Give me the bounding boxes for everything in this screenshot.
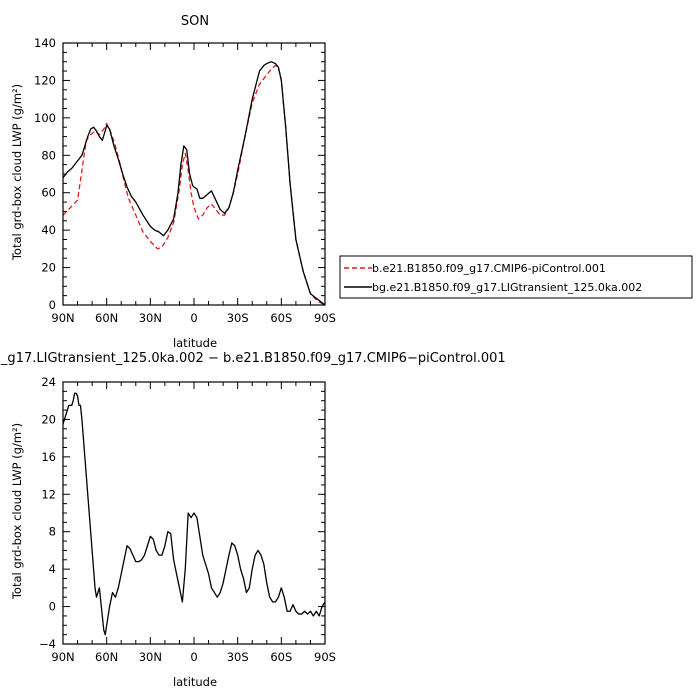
bottom-x-tick-label: 0 — [190, 650, 197, 664]
bottom-x-tick-label: 60S — [270, 650, 292, 664]
top-y-tick-label: 100 — [34, 111, 56, 125]
legend-box — [339, 255, 693, 299]
top-x-tick-label: 0 — [190, 311, 197, 325]
bottom-y-tick-label: 8 — [49, 525, 56, 539]
bottom-plot-title: bg.e21.B1850.f09_g17.LIGtransient_125.0k… — [0, 351, 506, 366]
top-x-axis-title: latitude — [173, 336, 217, 350]
bottom-x-tick-label: 90S — [314, 650, 336, 664]
top-x-tick-label: 60N — [95, 311, 118, 325]
bottom-y-tick-label: 24 — [41, 375, 56, 389]
bottom-x-tick-label: 60N — [95, 650, 118, 664]
top-y-tick-labels: 0 20 40 60 80 100 120 140 — [34, 36, 56, 312]
top-plot-frame — [62, 42, 326, 306]
bottom-y-axis-title: Total grd-box cloud LWP (g/m²) — [10, 423, 24, 600]
top-x-tick-label: 60S — [270, 311, 292, 325]
bottom-y-tick-labels: −4 0 4 8 12 16 20 24 — [39, 375, 56, 651]
legend-label-transient: bg.e21.B1850.f09_g17.LIGtransient_125.0k… — [372, 281, 642, 294]
top-x-tick-label: 30N — [139, 311, 162, 325]
bottom-x-tick-label: 90N — [51, 650, 74, 664]
top-x-tick-label: 90N — [51, 311, 74, 325]
top-tick-marks — [62, 42, 326, 306]
top-x-tick-label: 90S — [314, 311, 336, 325]
top-y-tick-label: 120 — [34, 73, 56, 87]
bottom-x-tick-labels: 90N 60N 30N 0 30S 60S 90S — [51, 650, 336, 664]
bottom-x-tick-label: 30N — [139, 650, 162, 664]
bottom-x-tick-label: 30S — [227, 650, 249, 664]
bottom-plot-frame — [62, 381, 326, 645]
bottom-panel: bg.e21.B1850.f09_g17.LIGtransient_125.0k… — [0, 351, 506, 689]
top-y-tick-label: 0 — [49, 298, 56, 312]
bottom-y-tick-label: 0 — [49, 600, 56, 614]
top-y-tick-label: 60 — [41, 186, 56, 200]
bottom-y-tick-label: 12 — [41, 487, 56, 501]
top-y-tick-label: 80 — [41, 148, 56, 162]
bottom-series-line-1 — [63, 392, 325, 636]
bottom-y-tick-label: 20 — [41, 412, 56, 426]
top-x-tick-labels: 90N 60N 30N 0 30S 60S 90S — [51, 311, 336, 325]
top-series-lines — [63, 61, 325, 305]
top-y-tick-label: 40 — [41, 223, 56, 237]
top-y-tick-label: 20 — [41, 261, 56, 275]
bottom-y-tick-label: 16 — [41, 450, 56, 464]
bottom-y-tick-label: −4 — [39, 637, 56, 651]
top-panel: SON Total grd-box cloud LWP (g/m²) latit… — [10, 14, 336, 350]
bottom-x-axis-title: latitude — [173, 675, 217, 689]
top-x-tick-label: 30S — [227, 311, 249, 325]
top-y-tick-label: 140 — [34, 36, 56, 50]
bottom-series-lines — [63, 392, 325, 636]
top-y-axis-title: Total grd-box cloud LWP (g/m²) — [10, 84, 24, 261]
legend: b.e21.B1850.f09_g17.CMIP6-piControl.001 … — [339, 255, 693, 299]
top-series-line-1 — [63, 64, 325, 305]
bottom-y-tick-label: 4 — [49, 562, 56, 576]
legend-label-control: b.e21.B1850.f09_g17.CMIP6-piControl.001 — [372, 262, 606, 275]
top-series-line-2 — [63, 61, 325, 305]
top-plot-title: SON — [181, 14, 209, 29]
